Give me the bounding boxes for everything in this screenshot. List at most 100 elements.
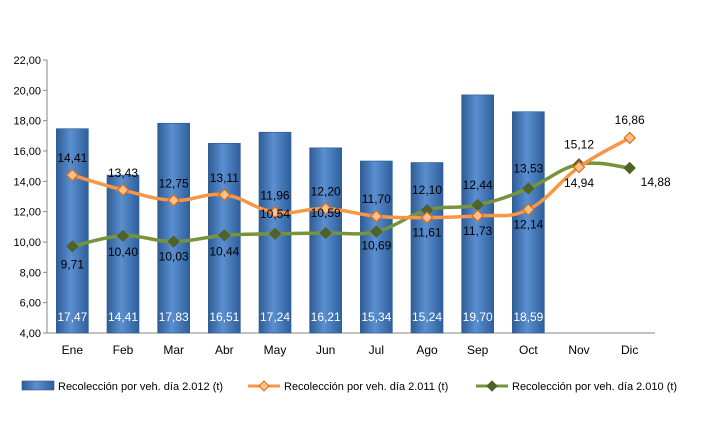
bar-data-label: 17,24	[260, 310, 290, 324]
bar-data-label: 19,70	[463, 310, 493, 324]
line-data-label: 10,40	[108, 245, 138, 259]
legend-label: Recolección por veh. día 2.011 (t)	[284, 381, 448, 393]
y-tick-label: 6,00	[20, 298, 41, 310]
x-tick-label: Jul	[369, 343, 384, 357]
y-axis: 4,00 6,00 8,00 10,00 12,00 14,00 16,00 18,00 20,…	[13, 55, 48, 340]
point-marker	[370, 225, 383, 238]
point-marker	[268, 227, 282, 241]
y-tick-label: 8,00	[20, 267, 41, 279]
data-labels: 17,47 14,41 17,83 16,51 17,24 16,21 15,34 15,24…	[57, 113, 671, 324]
point-marker	[471, 209, 485, 223]
line-data-label: 10,54	[260, 207, 290, 221]
point-marker	[319, 226, 332, 240]
line-data-label: 14,88	[641, 175, 671, 189]
line-data-label: 12,10	[412, 183, 442, 197]
line-data-label: 16,86	[615, 113, 645, 127]
point-marker	[66, 240, 79, 253]
line-data-label: 11,61	[412, 226, 441, 240]
line-data-label: 14,94	[564, 176, 594, 190]
point-marker	[522, 182, 535, 195]
bar-data-label: 16,21	[311, 310, 341, 324]
point-marker	[65, 168, 79, 182]
line-data-label: 15,12	[564, 137, 594, 151]
line-data-label: 12,75	[159, 176, 189, 190]
bar	[410, 162, 444, 334]
x-tick-label: Feb	[113, 343, 134, 357]
bar	[157, 122, 190, 334]
legend-swatch	[21, 380, 55, 391]
y-tick-label: 10,00	[13, 237, 41, 249]
point-marker	[369, 209, 383, 223]
bar-data-label: 14,41	[108, 310, 138, 324]
bar-data-label: 17,83	[159, 310, 189, 324]
line-data-label: 13,43	[108, 166, 138, 180]
legend-marker	[258, 380, 270, 392]
legend: Recolección por veh. día 2.012 (t) Recole…	[21, 380, 677, 393]
point-marker	[218, 229, 231, 242]
point-marker	[623, 131, 637, 145]
legend-item: Recolección por veh. día 2.010 (t)	[476, 380, 677, 393]
legend-label: Recolección por veh. día 2.010 (t)	[512, 381, 677, 393]
line-data-label: 12,44	[463, 178, 493, 192]
bar-data-label: 17,47	[57, 310, 87, 324]
y-tick-label: 12,00	[13, 207, 41, 219]
x-tick-label: Jun	[316, 343, 335, 357]
line-data-label: 11,96	[260, 188, 289, 202]
y-tick-label: 4,00	[20, 328, 41, 340]
x-tick-label: Abr	[215, 343, 234, 357]
bar-data-label: 18,59	[513, 310, 543, 324]
y-tick-label: 14,00	[13, 176, 41, 188]
point-marker	[623, 161, 636, 175]
bar	[512, 111, 545, 334]
x-tick-label: Ene	[62, 343, 84, 357]
y-tick-label: 22,00	[13, 55, 41, 67]
line-data-label: 13,53	[513, 161, 543, 175]
point-marker	[167, 193, 181, 207]
line-data-label: 12,14	[513, 218, 543, 232]
point-marker	[521, 203, 535, 216]
point-marker	[116, 183, 130, 197]
legend-item: Recolección por veh. día 2.011 (t)	[248, 380, 448, 393]
legend-label: Recolección por veh. día 2.012 (t)	[58, 381, 223, 393]
line-data-label: 14,41	[57, 151, 87, 165]
x-tick-label: Ago	[416, 343, 438, 357]
point-marker	[268, 205, 282, 219]
bar	[106, 174, 140, 334]
line-data-label: 10,59	[311, 206, 341, 220]
line-data-label: 10,44	[209, 244, 239, 258]
y-tick-label: 20,00	[13, 85, 41, 97]
bar	[56, 128, 89, 334]
series-line	[71, 161, 630, 249]
point-marker	[167, 235, 180, 248]
line-data-label: 10,03	[159, 250, 189, 264]
bar-series	[56, 94, 545, 334]
bar-data-label: 15,34	[361, 310, 391, 324]
x-axis: Ene Feb Mar Abr May Jun Jul Ago Sep Oct Nov Dic	[47, 332, 655, 357]
point-marker	[116, 229, 130, 243]
point-marker	[420, 211, 434, 224]
y-tick-label: 16,00	[13, 146, 41, 158]
point-marker	[572, 160, 586, 174]
bar	[360, 160, 393, 334]
x-tick-label: Mar	[163, 343, 184, 357]
line-data-label: 10,69	[361, 239, 391, 253]
legend-marker	[486, 380, 498, 392]
x-tick-label: May	[264, 343, 287, 357]
line-data-label: 13,11	[210, 171, 239, 185]
y-tick-label: 18,00	[13, 116, 41, 128]
x-tick-label: Dic	[621, 343, 638, 357]
line-data-label: 11,70	[362, 192, 391, 206]
bar-data-label: 15,24	[412, 310, 442, 324]
bar	[309, 147, 342, 334]
line-data-label: 9,71	[61, 257, 85, 271]
line-data-label: 12,20	[311, 185, 341, 199]
x-tick-label: Nov	[568, 343, 589, 357]
x-tick-label: Oct	[519, 343, 538, 357]
x-tick-label: Sep	[467, 343, 489, 357]
point-marker	[217, 188, 231, 202]
legend-item: Recolección por veh. día 2.012 (t)	[21, 380, 223, 393]
line-series	[65, 131, 637, 253]
point-marker	[319, 202, 333, 215]
bar-data-label: 16,51	[209, 310, 239, 324]
